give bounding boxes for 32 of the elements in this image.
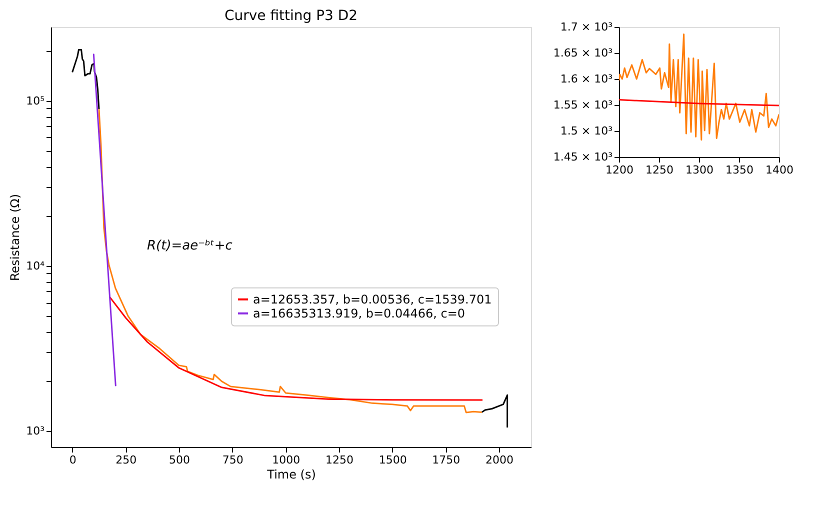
line-series <box>481 394 508 428</box>
x-tick-label: 2000 <box>486 454 514 466</box>
x-tick-label: 1350 <box>726 164 754 176</box>
x-tick-label: 1300 <box>686 164 714 176</box>
y-tick-label: 1.7 × 10³ <box>560 20 612 34</box>
y-tick-label: 1.6 × 10³ <box>560 72 612 86</box>
legend-label: a=12653.357, b=0.00536, c=1539.701 <box>253 292 492 306</box>
y-tick-label: 10⁵ <box>26 94 44 108</box>
y-tick-label: 1.45 × 10³ <box>553 150 612 164</box>
x-axis-title: Time (s) <box>266 468 316 482</box>
annotation: R(t)=ae⁻ᵇᵗ+c <box>147 238 232 254</box>
line-series <box>619 34 779 141</box>
y-tick-label: 10⁴ <box>26 259 46 272</box>
chart-title: Curve fitting P3 D2 <box>224 8 358 24</box>
y-axis-title: Resistance (Ω) <box>8 194 22 282</box>
x-tick-label: 0 <box>69 454 76 466</box>
y-tick-label: 10³ <box>26 424 44 438</box>
x-tick-label: 250 <box>116 454 137 466</box>
x-tick-label: 1500 <box>378 454 407 466</box>
x-tick-label: 1200 <box>606 164 634 176</box>
y-tick-label: 1.55 × 10³ <box>553 98 612 112</box>
x-tick-label: 1250 <box>326 454 354 466</box>
line-series <box>72 48 100 110</box>
legend-label: a=16635313.919, b=0.04466, c=0 <box>253 306 466 320</box>
y-tick-label: 1.65 × 10³ <box>553 46 612 60</box>
x-tick-label: 500 <box>169 454 190 466</box>
y-tick-label: 1.5 × 10³ <box>560 124 612 138</box>
x-tick-label: 750 <box>222 454 244 466</box>
x-tick-label: 1000 <box>272 454 300 466</box>
x-tick-label: 1250 <box>646 164 674 176</box>
x-tick-label: 1750 <box>432 454 460 466</box>
x-tick-label: 1400 <box>766 164 794 176</box>
